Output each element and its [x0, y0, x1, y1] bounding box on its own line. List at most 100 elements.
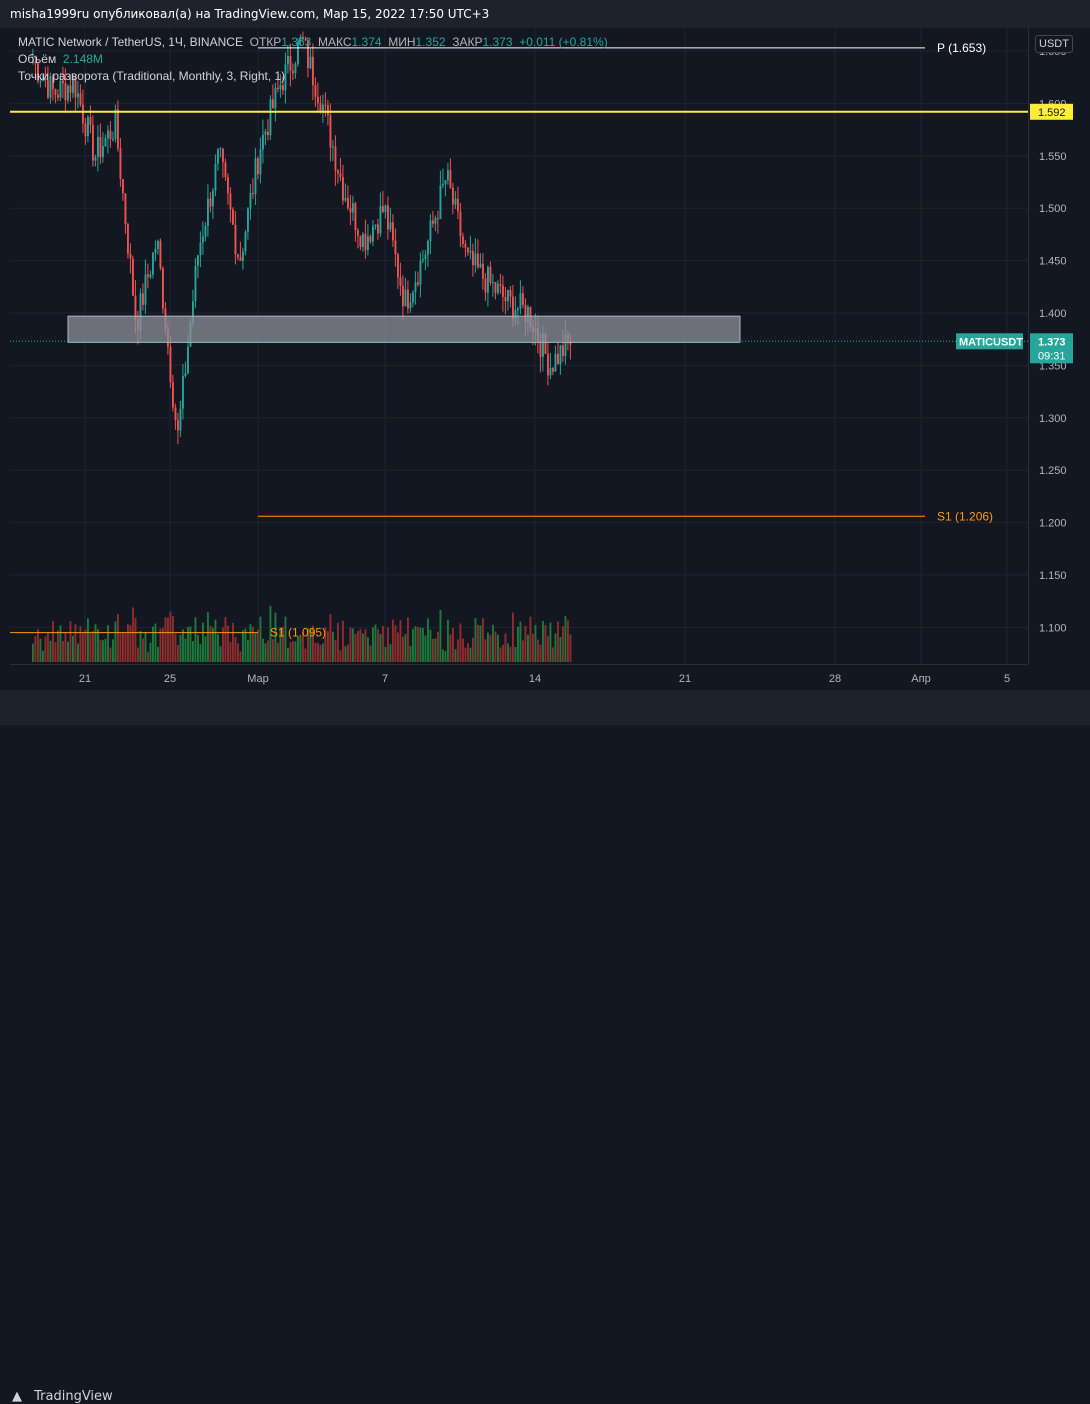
volume-bar	[424, 635, 427, 662]
chart-pane[interactable]: P (1.653) S1 (1.206) S1 (1.095) MATICUSDT	[10, 28, 1028, 664]
volume-bar	[482, 618, 484, 662]
volume-bar	[309, 629, 312, 662]
candle-body	[524, 304, 527, 323]
symbol-tag-label: MATICUSDT	[959, 336, 1023, 348]
change-value: +0.011 (+0.81%)	[519, 35, 608, 49]
candle-body	[242, 251, 244, 261]
volume-bar	[442, 649, 444, 662]
candle-body	[409, 302, 412, 309]
candle-body	[94, 156, 97, 161]
price-axis[interactable]: 1.6501.6001.5501.5001.4501.4001.3501.300…	[1028, 28, 1083, 664]
volume-bar	[162, 627, 164, 662]
volume-bar	[62, 641, 64, 662]
volume-bar	[109, 647, 112, 662]
candle-body	[564, 334, 567, 357]
volume-bar	[459, 623, 462, 662]
price-tick: 1.400	[1039, 308, 1067, 320]
time-tick: Апр	[911, 673, 930, 685]
volume-bar	[512, 612, 514, 662]
candle-body	[247, 208, 249, 232]
pivots-legend-row[interactable]: Точки разворота (Traditional, Monthly, 3…	[18, 68, 608, 85]
volume-bar	[97, 629, 99, 662]
candle-body	[542, 333, 544, 357]
candle-body	[197, 255, 199, 266]
volume-legend-row[interactable]: Объём 2.148M	[18, 51, 608, 68]
volume-bar	[147, 651, 149, 662]
candle-body	[179, 408, 182, 431]
volume-bar	[334, 640, 337, 662]
candle-body	[377, 224, 379, 234]
prev-s1-label: S1 (1.095)	[270, 626, 326, 640]
candle-body	[557, 353, 559, 365]
high-label: МАКС	[318, 35, 352, 49]
candle-body	[414, 282, 417, 293]
volume-bar	[227, 625, 229, 662]
volume-bar	[487, 632, 489, 662]
candle-body	[287, 55, 289, 65]
volume-bar	[137, 647, 139, 662]
volume-bar	[472, 637, 474, 662]
volume-bar	[49, 640, 52, 662]
volume-bar	[217, 634, 219, 662]
candle-body	[64, 83, 67, 101]
symbol-title[interactable]: MATIC Network / TetherUS, 1Ч, BINANCE	[18, 35, 243, 49]
candle-body	[262, 134, 264, 150]
candle-body	[302, 36, 304, 40]
volume-bar	[224, 617, 227, 662]
candle-body	[82, 104, 84, 124]
candle-body	[162, 268, 164, 309]
candle-body	[552, 368, 554, 372]
candle-body	[32, 61, 34, 63]
symbol-tag	[956, 333, 1023, 350]
volume-bar	[124, 633, 127, 662]
volume-bar	[447, 619, 449, 662]
candle-body	[539, 341, 542, 357]
volume-bar	[232, 622, 234, 662]
candle-body	[459, 211, 462, 237]
volume-bar	[299, 636, 302, 662]
volume-bar	[317, 643, 319, 662]
volume-bar	[247, 639, 249, 662]
pivot-p-label: P (1.653)	[937, 41, 986, 55]
price-tick: 1.150	[1039, 570, 1067, 582]
volume-bar	[569, 634, 572, 662]
candle-body	[87, 117, 89, 137]
volume-bar	[464, 647, 467, 662]
volume-bar	[167, 617, 169, 662]
candle-body	[172, 382, 174, 408]
candle-body	[464, 243, 467, 248]
volume-bar	[374, 624, 377, 662]
volume-bar	[79, 626, 82, 662]
volume-bar	[427, 618, 429, 662]
currency-button[interactable]: USDT	[1035, 35, 1073, 53]
volume-bar	[389, 644, 392, 662]
candle-body	[44, 78, 47, 81]
volume-bar	[84, 629, 87, 662]
volume-bar	[364, 629, 367, 662]
time-axis[interactable]: 21 25 Мар 7 14 21 28 Апр 5	[10, 664, 1028, 691]
volume-bar	[59, 625, 62, 662]
volume-bar	[149, 642, 152, 662]
volume-bar	[132, 607, 134, 662]
volume-bar	[284, 616, 287, 662]
volume-bar	[57, 630, 59, 662]
volume-bar	[177, 644, 179, 662]
volume-bar	[452, 627, 454, 662]
candle-body	[514, 310, 517, 319]
candle-body	[372, 226, 374, 242]
candle-body	[104, 138, 107, 147]
time-tick: 14	[529, 673, 541, 685]
tradingview-logo[interactable]: ▲ TradingView	[12, 1389, 113, 1404]
volume-bar	[434, 638, 437, 662]
price-chart[interactable]: P (1.653) S1 (1.206) S1 (1.095) MATICUSDT	[10, 28, 1028, 664]
volume-bar	[54, 642, 57, 662]
candle-body	[229, 193, 232, 210]
volume-bar	[542, 620, 544, 662]
volume-bar	[534, 625, 537, 662]
candle-body	[249, 193, 252, 209]
volume-bar	[349, 627, 352, 662]
candle-body	[352, 203, 354, 213]
volume-bar	[252, 627, 254, 662]
volume-bar	[212, 627, 214, 662]
candle-body	[134, 295, 137, 320]
